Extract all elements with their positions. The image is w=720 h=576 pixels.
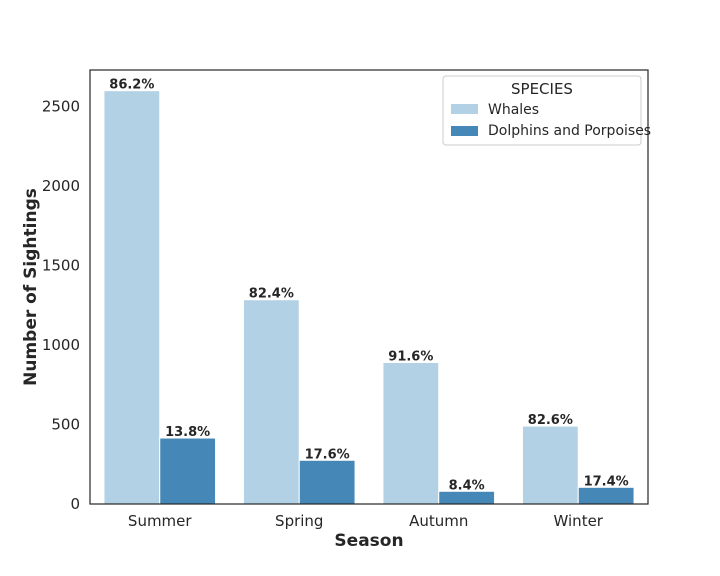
y-tick-label-0: 0 xyxy=(70,495,80,513)
bars-layer xyxy=(103,90,635,505)
bar-whales-spring xyxy=(242,299,300,505)
x-tick-label-summer: Summer xyxy=(128,512,192,530)
y-tick-label-2500: 2500 xyxy=(42,98,80,116)
bar-label-dolphins-and-porpoises-spring: 17.6% xyxy=(305,447,350,462)
legend: SPECIES Whales Dolphins and Porpoises xyxy=(442,75,651,146)
plot-frame xyxy=(89,69,649,505)
bar-whales-winter xyxy=(521,425,579,505)
x-tick-label-winter: Winter xyxy=(554,512,604,530)
bar-label-dolphins-and-porpoises-autumn: 8.4% xyxy=(449,478,485,493)
bar-labels-layer: 86.2% 13.8% 82.4% 17.6% 91.6% 8.4% 82.6% 17.4% xyxy=(109,78,628,494)
x-tick-label-spring: Spring xyxy=(275,512,323,530)
bar-dolphins-and-porpoises-spring xyxy=(298,459,356,505)
bar-label-dolphins-and-porpoises-winter: 17.4% xyxy=(584,474,629,489)
bar-label-whales-summer: 86.2% xyxy=(109,78,154,93)
legend-box xyxy=(442,75,642,146)
y-axis-title: Number of Sightings xyxy=(21,188,41,386)
bar-label-whales-spring: 82.4% xyxy=(249,287,294,302)
bar-dolphins-and-porpoises-summer xyxy=(159,437,217,505)
legend-swatch-dolphins xyxy=(451,126,478,136)
legend-title: SPECIES xyxy=(511,80,573,98)
x-axis-title: Season xyxy=(334,531,403,551)
legend-swatch-whales xyxy=(451,104,478,114)
x-tick-label-autumn: Autumn xyxy=(409,512,468,530)
legend-label-whales: Whales xyxy=(488,102,539,118)
bar-label-dolphins-and-porpoises-summer: 13.8% xyxy=(165,425,210,440)
bar-label-whales-autumn: 91.6% xyxy=(388,350,433,365)
y-tick-label-1500: 1500 xyxy=(42,257,80,275)
x-axis-ticks: Summer Spring Autumn Winter xyxy=(128,512,604,530)
y-tick-label-1000: 1000 xyxy=(42,336,80,354)
y-tick-label-500: 500 xyxy=(51,416,80,434)
y-axis-ticks: 0 500 1000 1500 2000 2500 xyxy=(42,98,80,513)
bar-whales-summer xyxy=(103,90,161,505)
bar-whales-autumn xyxy=(382,362,440,505)
legend-label-dolphins: Dolphins and Porpoises xyxy=(488,123,651,139)
y-tick-label-2000: 2000 xyxy=(42,177,80,195)
bar-dolphins-and-porpoises-winter xyxy=(577,486,635,505)
bar-label-whales-winter: 82.6% xyxy=(528,413,573,428)
